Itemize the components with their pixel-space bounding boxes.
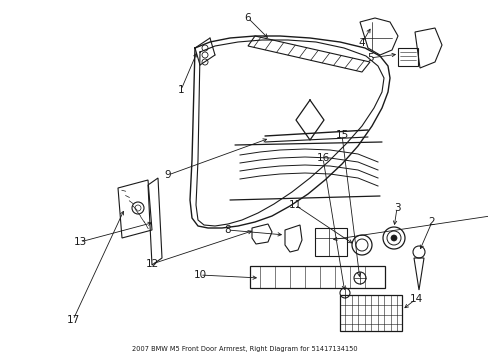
Text: 2007 BMW M5 Front Door Armrest, Right Diagram for 51417134150: 2007 BMW M5 Front Door Armrest, Right Di… <box>131 346 357 352</box>
Bar <box>314 228 346 256</box>
Text: 11: 11 <box>288 200 301 210</box>
Text: 16: 16 <box>316 153 329 163</box>
Circle shape <box>390 235 396 241</box>
Text: 8: 8 <box>224 225 231 235</box>
Bar <box>339 295 401 331</box>
Text: 2: 2 <box>428 217 434 227</box>
Text: 10: 10 <box>193 270 206 280</box>
Text: 6: 6 <box>244 13 251 23</box>
Text: 3: 3 <box>393 203 400 213</box>
Text: 15: 15 <box>335 130 348 140</box>
Bar <box>397 48 417 66</box>
Text: 1: 1 <box>177 85 184 95</box>
Text: 14: 14 <box>408 294 422 304</box>
Text: 17: 17 <box>66 315 80 325</box>
Text: 12: 12 <box>145 259 158 269</box>
Bar <box>249 266 384 288</box>
Text: 13: 13 <box>73 237 86 247</box>
Text: 9: 9 <box>164 170 171 180</box>
Text: 4: 4 <box>358 38 365 48</box>
Text: 5: 5 <box>366 53 372 63</box>
